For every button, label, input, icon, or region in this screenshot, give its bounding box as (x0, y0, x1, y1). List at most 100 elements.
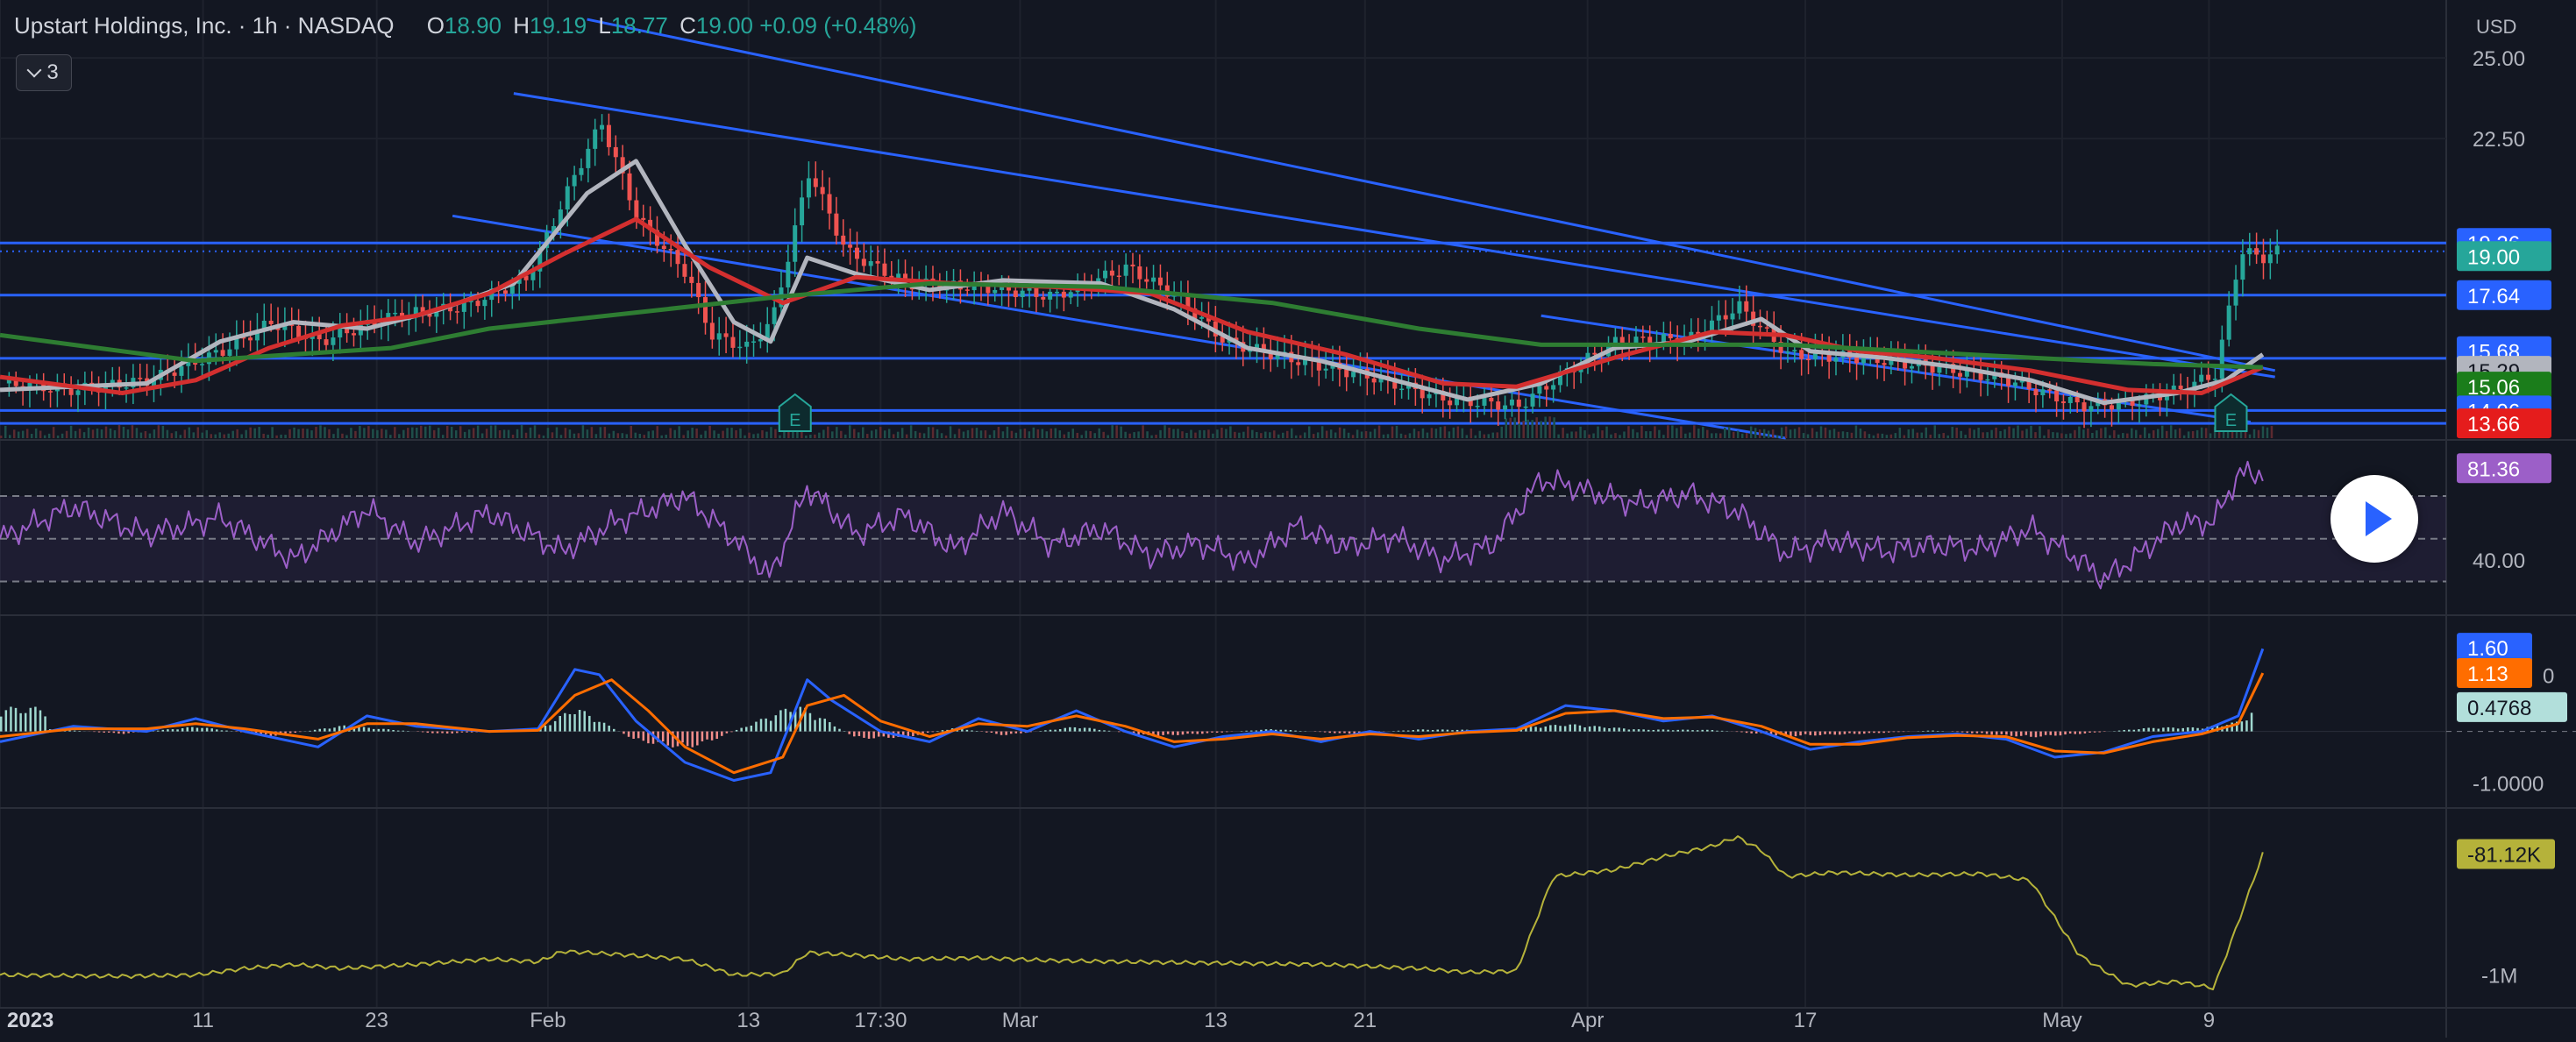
candle-body (1324, 369, 1328, 371)
volume-bar (551, 432, 554, 438)
volume-bar (1623, 431, 1626, 438)
volume-bar (1383, 435, 1385, 438)
volume-bar (2174, 429, 2177, 438)
macd-histogram-bar (2079, 732, 2081, 734)
volume-bar (1908, 429, 1911, 438)
macd-histogram-bar (1932, 731, 1934, 732)
volume-bar (2008, 427, 2010, 438)
candle-body (1758, 326, 1762, 328)
volume-value-badge: -81.12K (2467, 844, 2541, 868)
candle-body (1806, 359, 1811, 361)
macd-histogram-bar (569, 714, 572, 732)
open-label: O (427, 12, 445, 39)
volume-bar (932, 427, 935, 438)
macd-histogram-bar (1413, 730, 1415, 732)
histogram-value-badge: 0.4768 (2467, 697, 2531, 720)
volume-bar (1535, 417, 1538, 438)
volume-bar (158, 425, 160, 438)
volume-bar (367, 426, 370, 438)
macd-histogram-bar (1050, 730, 1052, 732)
volume-bar (1304, 432, 1306, 438)
macd-histogram-bar (1829, 732, 1832, 734)
volume-bar (2091, 433, 2094, 438)
volume-bar (726, 428, 729, 438)
volume-bar (1225, 429, 1228, 438)
volume-bar (1829, 430, 1832, 438)
candle-body (1048, 292, 1052, 300)
volume-bar (132, 425, 134, 438)
volume-bar (1024, 429, 1027, 438)
volume-bar (153, 429, 156, 438)
volume-bar (1566, 434, 1569, 438)
play-button[interactable] (2330, 475, 2418, 563)
macd-histogram-bar (927, 732, 929, 733)
volume-bar (1990, 430, 1993, 438)
macd-histogram-bar (1839, 732, 1841, 735)
volume-bar (1737, 430, 1740, 438)
volume-bar (936, 429, 939, 438)
volume-bar (468, 429, 471, 438)
close-value: 19.00 (696, 12, 753, 39)
volume-bar (1313, 434, 1315, 438)
macd-histogram-bar (1721, 731, 1724, 732)
volume-bar (805, 436, 808, 438)
macd-histogram-bar (1334, 732, 1336, 734)
volume-bar (635, 433, 637, 438)
volume-bar (118, 425, 121, 438)
macd-histogram-bar (1858, 732, 1861, 734)
macd-histogram-bar (848, 732, 850, 734)
volume-bar (1995, 428, 1997, 438)
volume-bar (831, 431, 834, 438)
candle-body (1489, 398, 1493, 401)
volume-bar (1064, 435, 1066, 438)
macd-histogram-bar (1608, 728, 1611, 732)
volume-bar (1579, 427, 1582, 438)
candle-body (1524, 407, 1528, 408)
volume-bar (560, 435, 563, 438)
volume-bar (253, 429, 256, 438)
macd-histogram-bar (819, 718, 822, 731)
indicators-toggle-button[interactable]: 3 (16, 54, 72, 91)
volume-bar (1042, 429, 1044, 438)
volume-bar (1964, 435, 1967, 438)
candle-body (138, 378, 142, 379)
macd-histogram-bar (2187, 727, 2189, 732)
volume-bar (1925, 428, 1928, 438)
macd-histogram-bar (176, 729, 179, 731)
symbol-title[interactable]: Upstart Holdings, Inc. · 1h · NASDAQ (14, 12, 394, 39)
macd-histogram-bar (1353, 732, 1356, 734)
volume-bar (1212, 434, 1214, 438)
volume-bar (906, 435, 908, 438)
macd-histogram-bar (1534, 727, 1537, 731)
indicator-count: 3 (46, 60, 58, 85)
volume-bar (1531, 420, 1534, 438)
volume-bar (1378, 426, 1381, 438)
volume-bar (914, 431, 917, 438)
volume-bar (971, 428, 974, 438)
volume-bar (1505, 419, 1507, 438)
volume-bar (1768, 430, 1770, 438)
volume-bar (22, 431, 25, 438)
macd-histogram-bar (446, 732, 449, 734)
candle-body (2061, 401, 2066, 403)
volume-bar (1352, 435, 1355, 438)
open-value: 18.90 (445, 12, 502, 39)
volume-bar (538, 435, 541, 438)
macd-histogram-bar (2177, 728, 2180, 731)
candle-body (1055, 292, 1059, 294)
macd-histogram-bar (554, 721, 557, 732)
volume-bar (2135, 430, 2138, 438)
volume-bar (197, 427, 200, 438)
macd-histogram-bar (402, 731, 405, 732)
macd-histogram-bar (1555, 725, 1557, 731)
volume-bar (1772, 429, 1775, 438)
volume-bar (617, 433, 620, 438)
macd-histogram-bar (1328, 732, 1331, 734)
candle-body (1882, 363, 1887, 365)
volume-bar (1912, 429, 1915, 438)
candle-body (214, 350, 218, 352)
volume-bar (1955, 428, 1958, 438)
macd-histogram-bar (221, 730, 224, 731)
